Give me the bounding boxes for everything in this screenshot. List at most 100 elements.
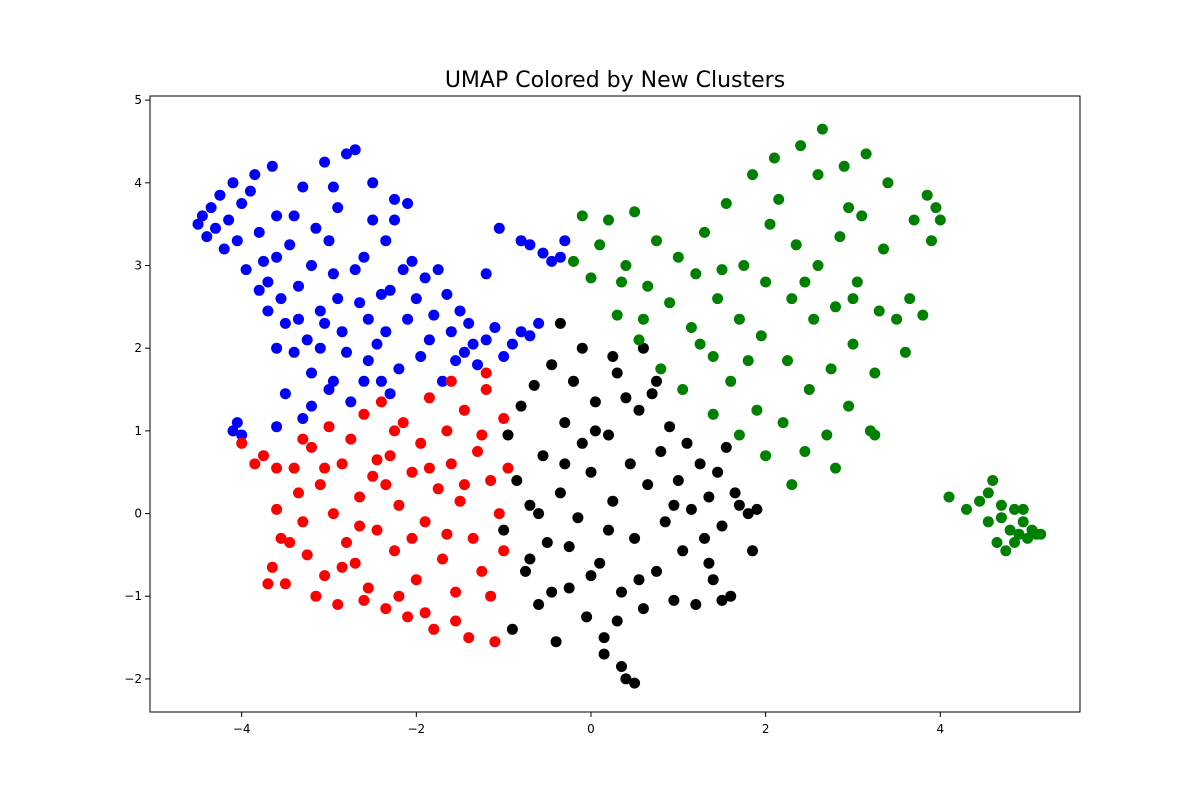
scatter-point-series-1 xyxy=(341,148,352,160)
scatter-point-series-2 xyxy=(362,582,374,594)
scatter-point-series-1 xyxy=(236,198,248,209)
scatter-point-series-2 xyxy=(358,408,370,420)
scatter-point-series-1 xyxy=(467,338,479,350)
scatter-point-series-4 xyxy=(921,189,933,201)
scatter-point-series-2 xyxy=(458,479,470,491)
scatter-point-series-3 xyxy=(594,557,606,569)
scatter-point-series-3 xyxy=(681,437,693,449)
scatter-point-series-4 xyxy=(930,202,942,214)
scatter-point-series-1 xyxy=(472,359,483,371)
scatter-point-series-4 xyxy=(943,491,955,503)
scatter-point-series-1 xyxy=(262,305,274,317)
scatter-point-series-1 xyxy=(192,218,204,230)
scatter-point-series-2 xyxy=(445,375,457,387)
points-layer xyxy=(192,123,1047,689)
scatter-point-series-2 xyxy=(441,425,453,437)
scatter-point-series-1 xyxy=(297,413,309,424)
scatter-point-series-1 xyxy=(384,388,396,400)
scatter-point-series-4 xyxy=(812,169,824,181)
scatter-point-series-1 xyxy=(293,280,304,292)
scatter-point-series-1 xyxy=(293,313,304,325)
scatter-point-series-4 xyxy=(690,268,702,280)
scatter-point-series-4 xyxy=(873,305,885,317)
scatter-point-series-3 xyxy=(520,565,531,577)
scatter-point-series-3 xyxy=(716,594,728,606)
scatter-point-series-3 xyxy=(524,499,536,511)
y-axis: −2 −1 0 1 2 3 4 5 xyxy=(124,93,150,686)
scatter-point-series-1 xyxy=(253,284,265,296)
scatter-point-series-1 xyxy=(210,222,221,234)
scatter-point-series-4 xyxy=(821,429,833,441)
scatter-point-series-1 xyxy=(554,251,566,263)
scatter-point-series-1 xyxy=(266,160,278,172)
scatter-point-series-2 xyxy=(480,384,492,395)
scatter-point-series-3 xyxy=(559,458,571,470)
scatter-point-series-2 xyxy=(297,516,309,528)
scatter-point-series-1 xyxy=(310,222,322,234)
scatter-point-series-1 xyxy=(271,251,283,263)
scatter-point-series-2 xyxy=(502,462,514,474)
scatter-point-series-1 xyxy=(441,288,453,300)
scatter-point-series-4 xyxy=(1017,503,1029,515)
y-tick-label: 4 xyxy=(134,176,142,190)
scatter-point-series-2 xyxy=(480,367,492,379)
scatter-point-series-1 xyxy=(288,346,300,358)
scatter-point-series-3 xyxy=(576,342,588,354)
scatter-point-series-1 xyxy=(319,156,331,168)
scatter-point-series-3 xyxy=(651,375,662,387)
scatter-point-series-3 xyxy=(515,400,527,412)
scatter-point-series-3 xyxy=(699,532,710,544)
scatter-point-series-4 xyxy=(982,516,994,528)
scatter-point-series-3 xyxy=(646,388,658,400)
scatter-point-series-4 xyxy=(707,351,719,362)
scatter-point-series-2 xyxy=(410,574,422,586)
scatter-point-series-4 xyxy=(816,123,828,135)
scatter-point-series-2 xyxy=(341,537,352,548)
scatter-point-series-1 xyxy=(480,334,492,346)
scatter-point-series-2 xyxy=(336,561,348,573)
scatter-point-series-2 xyxy=(354,491,366,503)
scatter-point-series-3 xyxy=(637,342,649,354)
scatter-point-series-4 xyxy=(576,210,588,222)
scatter-point-series-2 xyxy=(498,413,510,424)
plot-area-frame xyxy=(149,95,1081,713)
x-tick-label: 4 xyxy=(936,722,944,736)
scatter-point-series-2 xyxy=(454,495,466,507)
scatter-point-series-1 xyxy=(419,272,431,284)
scatter-point-series-1 xyxy=(327,181,339,193)
scatter-point-series-2 xyxy=(472,446,483,457)
scatter-point-series-1 xyxy=(428,309,440,321)
scatter-point-series-4 xyxy=(694,338,706,350)
scatter-point-series-1 xyxy=(271,342,283,354)
scatter-point-series-4 xyxy=(751,404,763,416)
scatter-point-series-4 xyxy=(1004,524,1016,536)
scatter-point-series-2 xyxy=(323,421,335,433)
scatter-point-series-4 xyxy=(712,293,724,305)
scatter-point-series-2 xyxy=(358,594,370,606)
scatter-point-series-2 xyxy=(349,557,361,569)
scatter-point-series-1 xyxy=(345,396,357,408)
x-tick-label: 2 xyxy=(762,722,770,736)
scatter-point-series-1 xyxy=(288,210,300,222)
scatter-point-series-1 xyxy=(306,367,317,379)
scatter-point-series-2 xyxy=(393,590,405,602)
scatter-point-series-2 xyxy=(476,565,488,577)
chart-title: UMAP Colored by New Clusters xyxy=(445,68,785,93)
scatter-point-series-3 xyxy=(751,503,763,515)
scatter-point-series-3 xyxy=(659,516,671,528)
scatter-point-series-4 xyxy=(655,363,667,375)
y-tick-label: 5 xyxy=(134,93,142,107)
scatter-point-series-1 xyxy=(275,293,287,305)
scatter-point-series-2 xyxy=(275,532,287,544)
scatter-point-series-4 xyxy=(1022,532,1034,544)
scatter-point-series-2 xyxy=(319,570,331,582)
y-tick-label: 0 xyxy=(134,507,142,521)
scatter-point-series-4 xyxy=(616,276,627,288)
scatter-point-series-4 xyxy=(926,235,937,247)
scatter-point-series-2 xyxy=(371,454,383,466)
scatter-point-series-3 xyxy=(563,541,575,553)
scatter-point-series-3 xyxy=(624,458,636,470)
scatter-point-series-3 xyxy=(620,392,632,404)
scatter-point-series-2 xyxy=(402,611,414,623)
